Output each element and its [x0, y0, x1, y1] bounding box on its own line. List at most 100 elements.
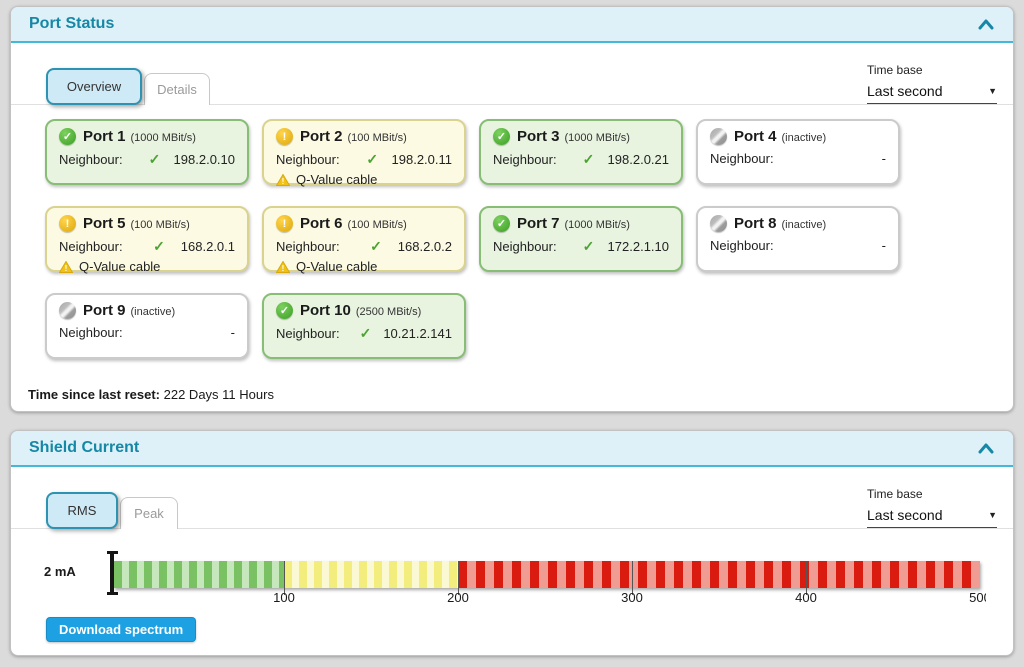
spectrum-zone-green — [114, 561, 284, 588]
port-speed: (1000 MBit/s) — [130, 131, 196, 144]
warning-triangle-icon: ! — [276, 173, 290, 186]
spectrum-zone-yellow — [284, 561, 458, 588]
axis-tick — [458, 561, 459, 595]
shield-current-title: Shield Current — [29, 439, 140, 456]
neighbour-label: Neighbour: — [59, 239, 123, 254]
neighbour-ok-check-icon — [569, 151, 607, 168]
spectrum-zone-red — [458, 561, 980, 588]
status-ok-icon — [493, 128, 510, 145]
port-speed: (100 MBit/s) — [130, 218, 190, 231]
neighbour-value: - — [230, 325, 235, 340]
port-card-3: Port 3 (1000 MBit/s) Neighbour: 198.2.0.… — [479, 119, 683, 185]
shield-current-header: Shield Current — [11, 431, 1013, 467]
status-warning-icon — [276, 128, 293, 145]
neighbour-ok-check-icon — [356, 238, 396, 255]
scale-label: 2 mA — [44, 564, 76, 579]
time-since-reset: Time since last reset: 222 Days 11 Hours — [28, 387, 274, 402]
download-spectrum-button[interactable]: Download spectrum — [46, 617, 197, 642]
port-name: Port 1 — [83, 128, 126, 145]
port-card-1: Port 1 (1000 MBit/s) Neighbour: 198.2.0.… — [45, 119, 249, 185]
status-warning-icon — [59, 215, 76, 232]
axis-tick-label: 100 — [273, 590, 295, 605]
tab-divider — [11, 528, 1013, 529]
tab-overview[interactable]: Overview — [46, 68, 142, 105]
port-speed: (100 MBit/s) — [347, 218, 407, 231]
warning-text: Q-Value cable — [296, 172, 378, 187]
svg-text:!: ! — [282, 264, 285, 273]
neighbour-ok-check-icon — [569, 238, 607, 255]
svg-text:!: ! — [282, 177, 285, 186]
tab-peak[interactable]: Peak — [120, 497, 178, 529]
dropdown-arrow-icon: ▼ — [988, 510, 997, 520]
axis-tick — [806, 561, 807, 595]
neighbour-label: Neighbour: — [276, 239, 340, 254]
tab-rms[interactable]: RMS — [46, 492, 118, 529]
status-inactive-icon — [59, 302, 76, 319]
tab-overview-label: Overview — [66, 79, 122, 94]
port-status-title: Port Status — [29, 15, 115, 32]
port-name: Port 10 — [300, 302, 351, 319]
port-name: Port 5 — [83, 215, 126, 232]
port-speed: (inactive) — [781, 218, 827, 231]
tab-rms-label: RMS — [67, 503, 97, 518]
neighbour-value: 168.2.0.2 — [397, 239, 452, 254]
port-card-5: Port 5 (100 MBit/s) Neighbour: 168.2.0.1… — [45, 206, 249, 274]
warning-triangle-icon: ! — [59, 260, 73, 273]
port-name: Port 2 — [300, 128, 343, 145]
port-card-8: Port 8 (inactive) Neighbour: - — [696, 206, 900, 272]
port-card-7: Port 7 (1000 MBit/s) Neighbour: 172.2.1.… — [479, 206, 683, 272]
shield-current-panel: Shield Current RMS Peak Time base Last s… — [10, 430, 1014, 656]
collapse-chevron-up-icon[interactable] — [977, 17, 995, 31]
port-speed: (1000 MBit/s) — [564, 218, 630, 231]
status-ok-icon — [493, 215, 510, 232]
neighbour-label: Neighbour: — [276, 152, 340, 167]
port-card-6: Port 6 (100 MBit/s) Neighbour: 168.2.0.2… — [262, 206, 466, 274]
port-name: Port 7 — [517, 215, 560, 232]
status-ok-icon — [59, 128, 76, 145]
download-spectrum-label: Download spectrum — [59, 622, 184, 637]
tab-peak-label: Peak — [134, 506, 164, 521]
timebase-value: Last second — [867, 507, 943, 523]
neighbour-value: 168.2.0.1 — [180, 239, 235, 254]
port-name: Port 8 — [734, 215, 777, 232]
neighbour-label: Neighbour: — [59, 325, 123, 340]
axis-tick — [284, 561, 285, 595]
reset-label: Time since last reset: — [28, 387, 160, 402]
neighbour-value: 10.21.2.141 — [383, 326, 452, 341]
neighbour-value: 198.2.0.10 — [173, 152, 235, 167]
reset-value: 222 Days 11 Hours — [163, 387, 274, 402]
axis-tick-label: 400 — [795, 590, 817, 605]
port-speed: (inactive) — [781, 131, 827, 144]
port-speed: (2500 MBit/s) — [355, 305, 422, 318]
port-name: Port 3 — [517, 128, 560, 145]
port-card-grid: Port 1 (1000 MBit/s) Neighbour: 198.2.0.… — [45, 119, 900, 359]
port-name: Port 6 — [300, 215, 343, 232]
port-name: Port 4 — [734, 128, 777, 145]
axis-tick — [632, 561, 633, 595]
port-card-9: Port 9 (inactive) Neighbour: - — [45, 293, 249, 359]
port-speed: (100 MBit/s) — [347, 131, 407, 144]
timebase-label: Time base — [867, 487, 923, 501]
neighbour-value: - — [881, 238, 886, 253]
timebase-select[interactable]: Last second ▼ — [867, 83, 997, 104]
neighbour-label: Neighbour: — [493, 152, 557, 167]
port-status-header: Port Status — [11, 7, 1013, 43]
port-card-2: Port 2 (100 MBit/s) Neighbour: 198.2.0.1… — [262, 119, 466, 187]
tab-details[interactable]: Details — [144, 73, 210, 105]
axis-tick-label: 300 — [621, 590, 643, 605]
axis-tick-label: 500 — [969, 590, 986, 605]
timebase-value: Last second — [867, 83, 943, 99]
tab-divider — [11, 104, 1013, 105]
warning-text: Q-Value cable — [79, 259, 161, 274]
port-speed: (inactive) — [130, 305, 176, 318]
neighbour-value: 198.2.0.11 — [391, 152, 452, 167]
spectrum-bar — [114, 561, 980, 588]
port-status-panel: Port Status Overview Details Time base L… — [10, 6, 1014, 412]
tab-details-label: Details — [157, 82, 197, 97]
status-inactive-icon — [710, 215, 727, 232]
timebase-select[interactable]: Last second ▼ — [867, 507, 997, 528]
collapse-chevron-up-icon[interactable] — [977, 441, 995, 455]
neighbour-label: Neighbour: — [710, 151, 774, 166]
neighbour-label: Neighbour: — [276, 326, 340, 341]
shield-current-spectrum: 100 200 300 400 500 — [114, 559, 986, 609]
